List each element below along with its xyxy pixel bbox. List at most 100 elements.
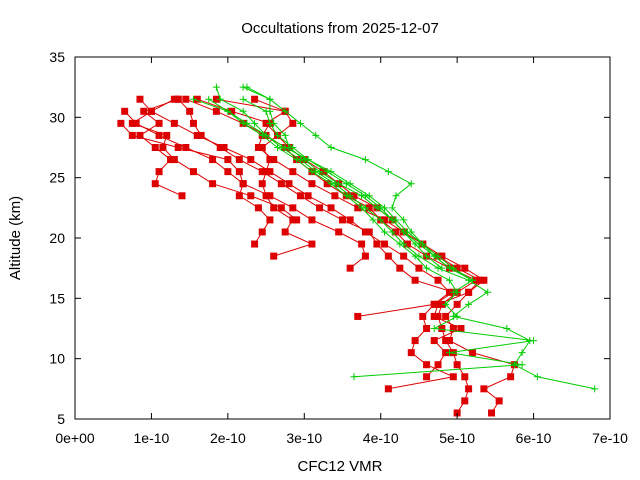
data-point — [388, 216, 396, 224]
data-point — [430, 337, 438, 345]
data-point — [461, 397, 469, 405]
data-point — [533, 373, 541, 381]
data-point — [358, 240, 366, 248]
data-point — [136, 131, 144, 139]
data-point — [400, 252, 408, 260]
data-point — [430, 325, 438, 332]
data-point — [438, 264, 446, 272]
y-tick-label: 20 — [49, 230, 65, 246]
data-point — [323, 180, 331, 188]
data-point — [381, 240, 389, 248]
data-point — [189, 95, 197, 103]
data-point — [239, 107, 247, 115]
data-point — [136, 95, 144, 103]
data-point — [400, 216, 408, 224]
data-point — [446, 288, 453, 296]
data-point — [449, 325, 457, 332]
data-point — [251, 95, 259, 103]
data-point — [258, 168, 266, 176]
data-point — [526, 337, 534, 345]
data-point — [308, 180, 316, 188]
data-point — [377, 216, 385, 224]
data-point — [438, 300, 446, 308]
data-point — [285, 180, 293, 188]
data-point — [468, 349, 476, 357]
data-point — [453, 409, 461, 417]
data-point — [159, 144, 167, 151]
data-point — [262, 192, 270, 200]
y-axis-label: Altitude (km) — [7, 196, 24, 280]
data-point — [254, 144, 262, 151]
data-point — [407, 349, 415, 357]
data-point — [400, 240, 408, 248]
data-point — [186, 107, 194, 115]
data-point — [262, 119, 270, 127]
data-point — [442, 300, 450, 308]
series-green-1 — [205, 95, 538, 381]
data-point — [308, 216, 316, 224]
data-point — [151, 180, 159, 188]
data-point — [480, 385, 488, 393]
data-point — [407, 228, 415, 236]
data-point — [476, 276, 484, 284]
data-point — [591, 385, 599, 393]
data-point — [384, 252, 392, 260]
data-point — [430, 252, 438, 260]
data-point — [442, 349, 450, 357]
data-point — [266, 107, 274, 115]
data-point — [312, 131, 320, 139]
data-point — [163, 131, 171, 139]
data-point — [392, 192, 400, 200]
data-point — [449, 373, 457, 381]
data-point — [254, 204, 262, 212]
x-tick-label: 1e-10 — [134, 430, 170, 446]
data-point — [289, 204, 297, 212]
data-point — [281, 107, 289, 115]
chart-title: Occultations from 2025-12-07 — [241, 20, 439, 37]
data-point — [381, 216, 389, 224]
data-point — [335, 228, 343, 236]
data-point — [266, 192, 274, 200]
data-point — [155, 131, 163, 139]
data-point — [434, 276, 442, 284]
data-point — [270, 119, 278, 127]
data-point — [140, 107, 148, 115]
data-point — [212, 83, 220, 91]
data-point — [365, 228, 373, 236]
y-tick-label: 10 — [49, 351, 65, 367]
data-point — [453, 264, 461, 272]
data-point — [423, 361, 431, 369]
data-point — [484, 288, 492, 296]
data-point — [361, 252, 369, 260]
data-point — [423, 373, 431, 381]
data-point — [151, 144, 159, 151]
data-point — [319, 168, 327, 176]
data-point — [461, 264, 469, 272]
y-tick-label: 15 — [49, 290, 65, 306]
data-point — [373, 240, 381, 248]
data-point — [270, 156, 278, 164]
data-point — [174, 144, 182, 151]
data-point — [346, 192, 354, 200]
data-point — [251, 119, 259, 127]
data-point — [266, 95, 274, 103]
data-point — [411, 337, 419, 345]
data-point — [239, 95, 247, 103]
series-green-6 — [243, 83, 446, 272]
data-point — [266, 216, 274, 224]
data-point — [193, 131, 201, 139]
data-point — [331, 192, 339, 200]
data-point — [270, 252, 278, 260]
data-point — [167, 156, 175, 164]
series-green-2 — [189, 95, 599, 393]
data-point — [281, 228, 289, 236]
data-point — [446, 337, 453, 345]
data-point — [262, 168, 270, 176]
data-point — [170, 119, 178, 127]
data-point — [170, 156, 178, 164]
data-point — [403, 240, 411, 248]
series-line — [208, 98, 534, 378]
data-point — [419, 312, 427, 320]
data-point — [174, 95, 182, 103]
data-point — [293, 216, 301, 224]
